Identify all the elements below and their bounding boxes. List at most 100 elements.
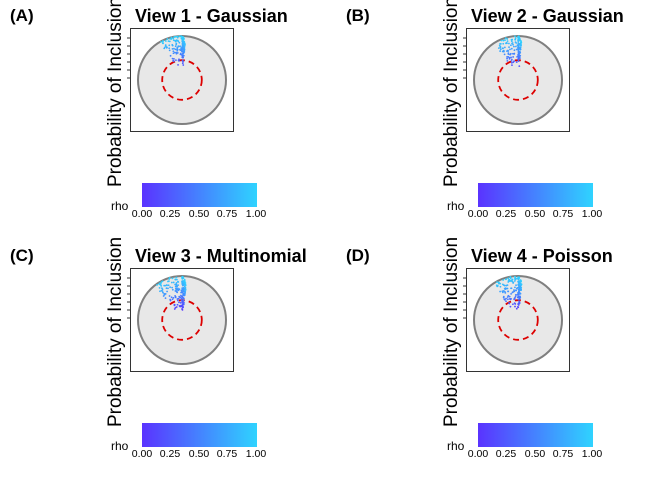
data-point [179, 45, 182, 48]
data-point [507, 56, 510, 58]
data-point [182, 48, 185, 51]
data-point [181, 50, 184, 53]
legend-title: rho [447, 199, 465, 213]
data-point [165, 284, 168, 286]
data-point [171, 47, 174, 50]
data-point [181, 277, 184, 280]
data-point [510, 280, 513, 282]
legend-tick: 1.00 [581, 448, 603, 460]
circular-plot [463, 268, 570, 372]
data-point [183, 292, 186, 295]
chart-title: View 2 - Gaussian [471, 6, 624, 26]
data-point [176, 52, 179, 54]
data-point [508, 42, 510, 45]
data-point [518, 65, 521, 68]
data-point [499, 50, 502, 52]
outer-circle [473, 275, 563, 365]
data-point [510, 287, 512, 290]
data-point [513, 60, 515, 63]
data-point [501, 283, 504, 286]
data-point [171, 277, 174, 280]
data-point [182, 56, 184, 59]
data-point [177, 299, 179, 302]
data-point [169, 286, 171, 289]
data-point [513, 289, 515, 291]
data-point [173, 36, 176, 38]
y-axis-label: Probability of Inclusion [105, 236, 126, 428]
data-point [175, 281, 178, 284]
data-point [183, 294, 186, 296]
data-point [181, 47, 184, 50]
data-point [167, 284, 170, 287]
data-point [171, 57, 174, 60]
panel-label: (D) [346, 246, 370, 265]
data-point [176, 303, 179, 306]
data-point [506, 57, 508, 60]
data-point [168, 278, 171, 280]
data-point [182, 64, 185, 66]
data-point [500, 39, 503, 42]
data-point [513, 45, 515, 48]
data-point [506, 59, 509, 62]
data-point [520, 44, 522, 47]
data-point [497, 282, 500, 285]
data-point [174, 45, 177, 48]
outer-circle [137, 35, 227, 125]
data-point [516, 55, 518, 58]
data-point [181, 45, 184, 47]
data-point [165, 46, 168, 49]
data-point [519, 287, 522, 290]
data-point [177, 297, 180, 300]
data-point [507, 298, 509, 301]
panel-c: (C) Probability of Inclusion View 3 - Mu… [0, 236, 336, 480]
data-point [507, 281, 510, 283]
legend-title: rho [447, 439, 465, 453]
data-point [164, 297, 167, 300]
data-point [519, 280, 522, 283]
data-point [181, 308, 183, 310]
data-point [514, 294, 517, 296]
data-point [183, 285, 186, 288]
data-point [502, 279, 504, 281]
data-point [519, 39, 521, 42]
data-point [512, 282, 515, 284]
data-point [178, 301, 180, 304]
data-point [514, 35, 516, 38]
data-point [175, 306, 178, 308]
data-point [517, 51, 520, 54]
data-point [517, 55, 520, 58]
legend-tick: 0.25 [495, 208, 517, 220]
data-point [504, 37, 507, 40]
data-point [162, 42, 164, 45]
data-point [172, 296, 175, 299]
data-point [181, 288, 184, 291]
data-point [180, 297, 183, 300]
legend-tick: 1.00 [245, 448, 267, 460]
data-point [511, 42, 514, 44]
data-point [180, 294, 182, 297]
legend-title: rho [111, 439, 129, 453]
data-point [517, 43, 520, 46]
data-point [162, 39, 164, 42]
data-point [175, 42, 178, 45]
data-point [506, 38, 509, 40]
data-point [158, 282, 161, 285]
panel-d: (D) Probability of Inclusion View 4 - Po… [336, 236, 672, 480]
data-point [508, 57, 511, 60]
data-point [499, 46, 502, 49]
data-point [517, 40, 520, 43]
data-point [168, 295, 171, 297]
data-point [176, 291, 179, 294]
data-point [161, 280, 164, 283]
data-point [169, 54, 172, 57]
data-point [502, 39, 505, 42]
legend-colorbar [142, 183, 257, 207]
data-point [165, 287, 168, 290]
data-point [517, 47, 519, 50]
y-axis-label: Probability of Inclusion [441, 236, 462, 428]
data-point [518, 296, 520, 299]
data-point [505, 278, 507, 281]
data-point [181, 40, 184, 43]
data-point [511, 291, 514, 294]
legend-tick: 1.00 [581, 208, 603, 220]
